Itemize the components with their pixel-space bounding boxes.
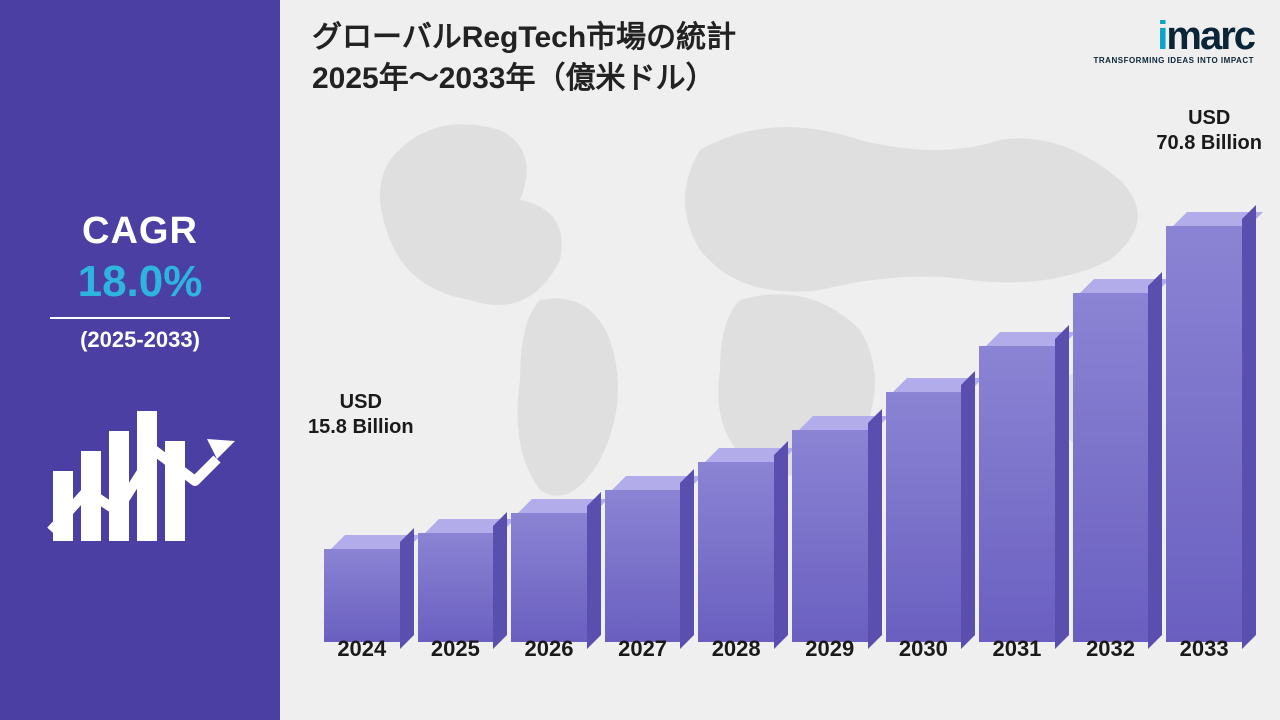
x-axis-year: 2033 xyxy=(1166,636,1242,662)
bars-container xyxy=(318,142,1248,628)
cagr-period: (2025-2033) xyxy=(80,327,200,353)
bar-chart: 2024 2025 2026 2027 2028 2029 2030 2031 2032 2033 xyxy=(318,142,1248,662)
x-axis-year: 2031 xyxy=(979,636,1055,662)
logo-wordmark: imarc xyxy=(1094,18,1254,54)
x-axis-year: 2027 xyxy=(605,636,681,662)
x-axis-labels: 2024 2025 2026 2027 2028 2029 2030 2031 2032 2033 xyxy=(318,636,1248,662)
chart-title: グローバルRegTech市場の統計 2025年～2033年（億米ドル） xyxy=(312,18,736,99)
bar xyxy=(886,378,962,628)
growth-bars-arrow-icon xyxy=(45,381,235,551)
cagr-label: CAGR xyxy=(82,210,198,253)
cagr-sidebar: CAGR 18.0% (2025-2033) xyxy=(0,0,280,720)
title-line1: グローバルRegTech市場の統計 xyxy=(312,21,736,54)
divider xyxy=(50,317,230,319)
x-axis-year: 2024 xyxy=(324,636,400,662)
x-axis-year: 2026 xyxy=(511,636,587,662)
logo-tagline: TRANSFORMING IDEAS INTO IMPACT xyxy=(1094,56,1254,65)
cagr-value: 18.0% xyxy=(78,257,203,307)
bar xyxy=(605,476,681,628)
bar xyxy=(979,332,1055,628)
x-axis-year: 2030 xyxy=(886,636,962,662)
x-axis-year: 2032 xyxy=(1073,636,1149,662)
x-axis-year: 2025 xyxy=(418,636,494,662)
imarc-logo: imarc TRANSFORMING IDEAS INTO IMPACT xyxy=(1094,18,1254,65)
bar xyxy=(698,448,774,628)
bar xyxy=(1073,279,1149,628)
x-axis-year: 2029 xyxy=(792,636,868,662)
chart-panel: グローバルRegTech市場の統計 2025年～2033年（億米ドル） imar… xyxy=(280,0,1280,720)
logo-i: i xyxy=(1157,14,1166,58)
bar xyxy=(418,519,494,628)
bar xyxy=(1166,212,1242,628)
logo-rest: marc xyxy=(1166,14,1254,58)
bar xyxy=(792,416,868,628)
bar xyxy=(511,499,587,628)
title-line2: 2025年～2033年（億米ドル） xyxy=(312,62,715,95)
x-axis-year: 2028 xyxy=(698,636,774,662)
bar xyxy=(324,535,400,628)
